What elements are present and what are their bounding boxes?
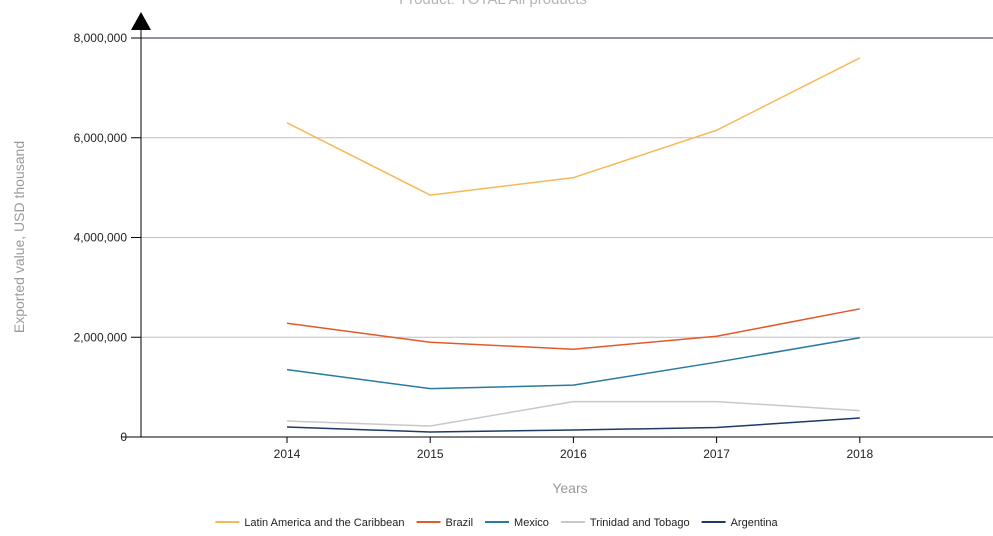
x-tick-label: 2016 — [560, 447, 587, 461]
x-axis-title: Years — [552, 480, 587, 496]
legend-label: Argentina — [731, 517, 779, 529]
series-lines — [286, 57, 861, 433]
series-line-latin-america-and-the-caribbean — [286, 57, 861, 196]
y-axis-arrow-icon — [131, 12, 151, 30]
series-line-trinidad-and-tobago — [286, 400, 860, 427]
y-axis-title: Exported value, USD thousand — [11, 141, 27, 333]
y-tick-label: 6,000,000 — [74, 131, 128, 145]
x-tick-label: 2014 — [274, 447, 301, 461]
x-tick-label: 2017 — [703, 447, 730, 461]
y-tick-label: 8,000,000 — [74, 31, 128, 45]
legend-label: Latin America and the Caribbean — [244, 517, 404, 529]
series-line-brazil — [286, 308, 860, 350]
legend-label: Brazil — [446, 517, 474, 529]
legend: Latin America and the Caribbean Brazil Mex… — [215, 517, 779, 529]
legend-label: Mexico — [514, 517, 549, 529]
y-tick-label: 4,000,000 — [74, 231, 128, 245]
axes — [122, 12, 993, 438]
legend-label: Trinidad and Tobago — [590, 517, 690, 529]
series-line-mexico — [286, 337, 860, 390]
x-tick-label: 2015 — [417, 447, 444, 461]
x-tick-label: 2018 — [846, 447, 873, 461]
y-tick-label: 0 — [120, 430, 127, 444]
y-tick-label: 2,000,000 — [74, 330, 128, 344]
chart-title: Product: TOTAL All products — [399, 0, 587, 8]
x-axis-ticks: 2014 2015 2016 2017 2018 — [274, 437, 873, 461]
series-line-argentina — [286, 417, 860, 433]
y-axis-ticks: 0 2,000,000 4,000,000 6,000,000 8,000,000 — [74, 31, 141, 444]
gridlines — [141, 37, 993, 338]
